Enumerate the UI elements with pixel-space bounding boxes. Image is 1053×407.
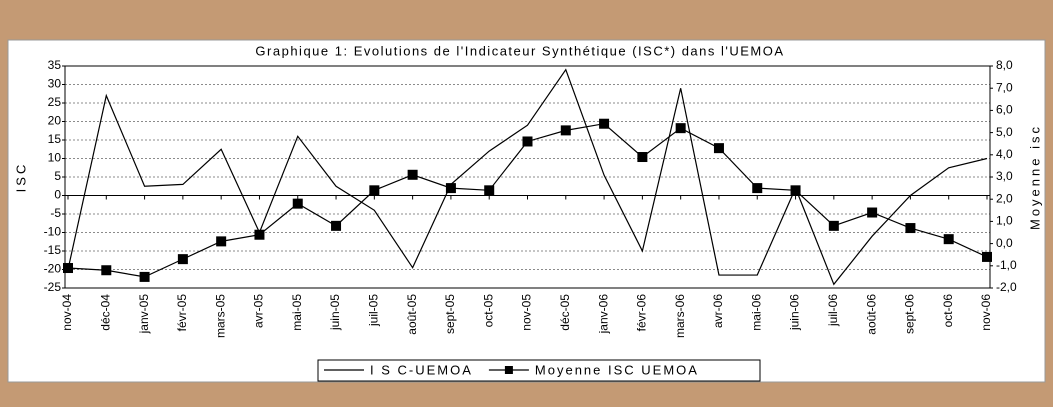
y2-tick-label: -1,0 xyxy=(996,258,1017,272)
x-tick-label: juil-06 xyxy=(826,294,840,327)
marker xyxy=(982,251,992,262)
x-tick-label: sept-06 xyxy=(903,294,917,334)
legend xyxy=(317,359,761,382)
x-tick-label: nov-06 xyxy=(979,294,993,331)
marker xyxy=(292,198,303,209)
x-tick-label: juin-06 xyxy=(788,294,802,331)
x-tick-label: mars-06 xyxy=(673,294,687,338)
marker xyxy=(637,152,648,163)
marker xyxy=(407,169,418,180)
legend-label: Moyenne ISC UEMOA xyxy=(535,362,699,377)
marker xyxy=(139,271,150,282)
marker xyxy=(331,220,342,231)
y2-tick-label: 8,0 xyxy=(996,58,1013,72)
x-tick-label: mai-05 xyxy=(290,294,304,331)
series-line xyxy=(67,68,988,286)
x-tick-label: sept-05 xyxy=(443,294,457,334)
marker xyxy=(254,229,265,240)
x-tick-label: juil-05 xyxy=(367,294,381,327)
y-tick-label: 5 xyxy=(54,169,61,183)
marker xyxy=(905,223,916,234)
marker xyxy=(867,207,878,218)
y2-tick-label: 5,0 xyxy=(996,125,1013,139)
x-tick-label: nov-05 xyxy=(520,294,534,331)
y-tick-label: 0 xyxy=(54,188,61,202)
y-tick-label: 35 xyxy=(48,58,62,72)
marker xyxy=(445,183,456,194)
y2-tick-label: 3,0 xyxy=(996,169,1013,183)
y-tick-label: 20 xyxy=(48,114,62,128)
marker xyxy=(177,254,188,265)
chart-title: Graphique 1: Evolutions de l'Indicateur … xyxy=(255,43,784,58)
marker xyxy=(713,143,724,154)
x-tick-label: août-06 xyxy=(864,294,878,335)
marker xyxy=(484,185,495,196)
marker xyxy=(599,118,610,129)
y-tick-label: 25 xyxy=(48,95,62,109)
marker xyxy=(560,125,571,136)
x-tick-label: janv-06 xyxy=(596,294,610,335)
marker xyxy=(675,123,686,134)
y2-tick-label: 4,0 xyxy=(996,147,1013,161)
y-tick-label: 15 xyxy=(48,132,62,146)
x-tick-label: avr-06 xyxy=(711,294,725,328)
x-tick-label: oct-05 xyxy=(481,294,495,328)
y-tick-label: -5 xyxy=(50,206,61,220)
marker xyxy=(828,220,839,231)
y2-tick-label: -2,0 xyxy=(996,280,1017,294)
y-tick-label: -20 xyxy=(44,262,62,276)
x-tick-label: août-05 xyxy=(405,294,419,335)
y-tick-label: -25 xyxy=(44,280,62,294)
marker xyxy=(943,234,954,245)
x-tick-label: janv-05 xyxy=(137,294,151,335)
y2-tick-label: 6,0 xyxy=(996,103,1013,117)
y2-tick-label: 0,0 xyxy=(996,236,1013,250)
x-tick-label: avr-05 xyxy=(252,294,266,328)
marker xyxy=(216,236,227,247)
y2-axis-label: Moyenne isc xyxy=(1027,124,1042,230)
x-tick-label: mars-05 xyxy=(213,294,227,338)
legend-label: I S C-UEMOA xyxy=(370,362,473,377)
x-tick-label: oct-06 xyxy=(941,294,955,328)
x-tick-label: févr-06 xyxy=(635,294,649,332)
y-tick-label: 10 xyxy=(48,151,62,165)
y-axis-label: ISC xyxy=(13,162,28,193)
x-tick-label: déc-05 xyxy=(558,294,572,331)
marker xyxy=(63,263,73,274)
y2-tick-label: 2,0 xyxy=(996,191,1013,205)
marker xyxy=(752,183,763,194)
x-tick-label: déc-04 xyxy=(98,294,112,331)
y-tick-label: -10 xyxy=(44,225,62,239)
y-tick-label: -15 xyxy=(44,243,62,257)
y2-tick-label: 1,0 xyxy=(996,214,1013,228)
y2-tick-label: 7,0 xyxy=(996,80,1013,94)
x-tick-label: nov-04 xyxy=(60,294,74,331)
marker xyxy=(790,185,801,196)
legend-marker xyxy=(504,366,513,374)
x-tick-label: févr-05 xyxy=(175,294,189,332)
y-tick-label: 30 xyxy=(48,77,62,91)
marker xyxy=(369,185,380,196)
marker xyxy=(101,265,112,276)
x-tick-label: mai-06 xyxy=(749,294,763,331)
x-tick-label: juin-05 xyxy=(328,294,342,331)
plot-frame xyxy=(64,65,991,289)
marker xyxy=(522,136,533,147)
